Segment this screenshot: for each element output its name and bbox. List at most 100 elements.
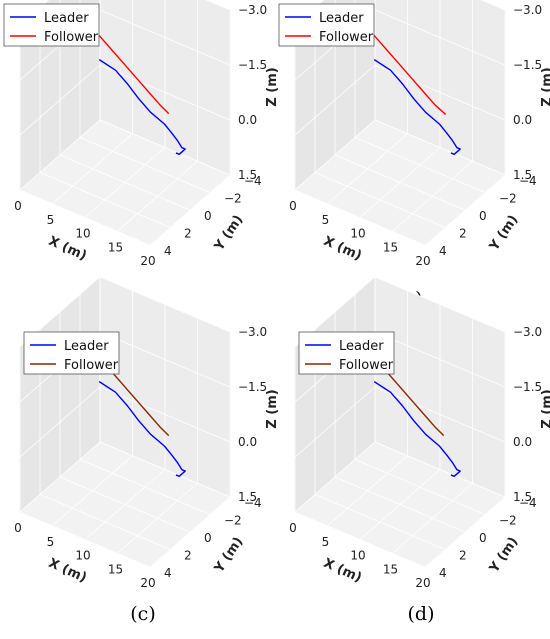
y-tick-label: 4 <box>164 244 172 258</box>
z-axis-label: Z (m) <box>540 67 550 106</box>
legend: Leader Follower <box>3 3 100 47</box>
legend-box <box>278 3 375 47</box>
grid-line <box>294 441 376 513</box>
grid-line <box>79 459 211 515</box>
legend: Leader Follower <box>23 331 120 375</box>
z-tick-label: 1.5 <box>238 490 257 504</box>
z-tick-label: −3.0 <box>513 3 542 17</box>
grid-line <box>294 386 376 458</box>
y-tick-label: 4 <box>439 244 447 258</box>
z-tick-label: −1.5 <box>238 380 267 394</box>
y-tick-label: 4 <box>439 566 447 580</box>
y-tick-label: −2 <box>224 192 242 206</box>
legend-label: Leader <box>44 11 89 26</box>
series-line-leader <box>98 381 186 478</box>
legend-label: Follower <box>319 30 374 45</box>
grid-line <box>19 189 151 246</box>
x-tick-label: 0 <box>289 521 297 535</box>
x-tick-label: 5 <box>47 213 55 227</box>
grid-line <box>374 64 506 121</box>
grid-line <box>294 64 376 136</box>
grid-line <box>374 331 506 388</box>
z-tick-label: 0.0 <box>513 435 532 449</box>
z-tick-label: 1.5 <box>513 490 532 504</box>
z-tick-label: −3.0 <box>238 3 267 17</box>
grid-line <box>374 9 506 66</box>
x-tick-label: 20 <box>140 254 155 268</box>
grid-line <box>99 441 231 498</box>
z-axis-label: Z (m) <box>265 67 280 106</box>
x-tick-label: 15 <box>383 240 398 254</box>
grid-line <box>19 64 101 136</box>
z-tick-label: 1.5 <box>513 168 532 182</box>
z-tick-label: −1.5 <box>238 58 267 72</box>
grid-line <box>19 441 101 513</box>
y-tick-label: 2 <box>184 227 192 241</box>
z-tick-label: −1.5 <box>513 58 542 72</box>
grid-line <box>39 494 171 550</box>
y-tick-label: 0 <box>479 209 487 223</box>
z-tick-label: 0.0 <box>238 113 257 127</box>
legend: Leader Follower <box>278 3 375 47</box>
legend-label: Leader <box>319 11 364 26</box>
grid-line <box>354 137 486 193</box>
legend-label: Leader <box>64 339 109 354</box>
grid-line <box>19 119 101 191</box>
panel-caption: (d) <box>408 603 435 625</box>
series-line-leader <box>373 59 461 156</box>
grid-line <box>59 476 191 533</box>
z-tick-label: 0.0 <box>513 113 532 127</box>
grid-line <box>374 441 506 498</box>
x-tick-label: 15 <box>383 562 398 576</box>
x-tick-label: 10 <box>75 227 90 241</box>
z-axis-label: Z (m) <box>540 389 550 428</box>
y-tick-label: 2 <box>459 227 467 241</box>
y-tick-label: −4 <box>244 174 262 188</box>
grid-line <box>480 0 506 11</box>
grid-line <box>314 494 446 550</box>
grid-line <box>19 511 151 568</box>
y-axis-label: Y (m) <box>486 213 521 255</box>
x-tick-label: 5 <box>47 535 55 549</box>
y-tick-label: 0 <box>479 531 487 545</box>
grid-line <box>99 9 231 66</box>
grid-line <box>334 154 466 211</box>
x-tick-label: 20 <box>415 576 430 590</box>
z-tick-label: 1.5 <box>238 168 257 182</box>
x-tick-label: 10 <box>75 549 90 563</box>
x-tick-label: 0 <box>289 199 297 213</box>
grid-line <box>19 386 101 458</box>
series-line-leader <box>373 381 461 478</box>
x-tick-label: 20 <box>415 254 430 268</box>
grid-line <box>99 64 231 121</box>
grid-line <box>294 119 376 191</box>
grid-line <box>79 137 211 193</box>
y-axis-label: Y (m) <box>211 535 246 577</box>
y-tick-label: −2 <box>224 514 242 528</box>
series-line-leader <box>98 59 186 156</box>
grid-line <box>374 276 506 333</box>
legend-box <box>3 3 100 47</box>
grid-line <box>334 476 466 533</box>
x-tick-label: 5 <box>322 213 330 227</box>
legend-label: Leader <box>339 339 384 354</box>
grid-line <box>59 154 191 211</box>
legend: Leader Follower <box>298 331 395 375</box>
legend-box <box>298 331 395 375</box>
y-tick-label: −4 <box>519 174 537 188</box>
x-tick-label: 20 <box>140 576 155 590</box>
legend-label: Follower <box>44 30 99 45</box>
grid-line <box>99 276 231 333</box>
grid-line <box>99 386 231 443</box>
x-tick-label: 0 <box>14 199 22 213</box>
y-tick-label: 4 <box>164 566 172 580</box>
y-axis-label: Y (m) <box>211 213 246 255</box>
x-tick-label: 0 <box>14 521 22 535</box>
panel-caption: (c) <box>130 603 155 625</box>
z-tick-label: 0.0 <box>238 435 257 449</box>
y-tick-label: 0 <box>204 531 212 545</box>
